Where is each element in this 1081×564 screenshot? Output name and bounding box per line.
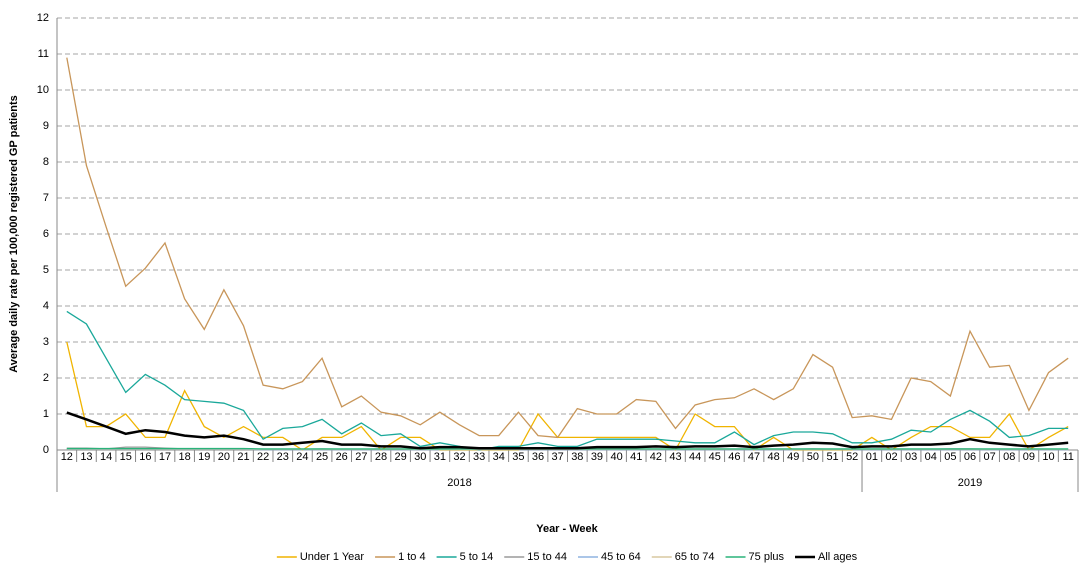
x-tick-label: 42: [650, 451, 662, 463]
x-tick-label: 02: [885, 451, 897, 463]
x-tick-label: 32: [453, 451, 465, 463]
x-tick-label: 08: [1003, 451, 1015, 463]
x-tick-label: 09: [1023, 451, 1035, 463]
y-tick-label: 4: [43, 300, 49, 312]
x-tick-label: 26: [336, 451, 348, 463]
x-tick-label: 39: [591, 451, 603, 463]
x-tick-label: 05: [944, 451, 956, 463]
series-line: [66, 341, 1069, 451]
legend-label: All ages: [818, 551, 858, 563]
legend-label: Under 1 Year: [300, 551, 365, 563]
x-tick-label: 01: [866, 451, 878, 463]
y-tick-label: 10: [37, 84, 49, 96]
y-tick-label: 6: [43, 228, 49, 240]
y-tick-label: 8: [43, 156, 49, 168]
legend-label: 45 to 64: [601, 551, 641, 563]
legend-label: 1 to 4: [398, 551, 426, 563]
x-tick-label: 10: [1042, 451, 1054, 463]
x-tick-label: 35: [512, 451, 524, 463]
x-tick-label: 49: [787, 451, 799, 463]
y-tick-label: 9: [43, 120, 49, 132]
x-tick-label: 33: [473, 451, 485, 463]
x-tick-label: 15: [120, 451, 132, 463]
x-tick-label: 19: [198, 451, 210, 463]
x-tick-label: 22: [257, 451, 269, 463]
y-tick-label: 3: [43, 336, 49, 348]
x-tick-label: 41: [630, 451, 642, 463]
series-line: [66, 411, 1069, 450]
x-tick-label: 12: [61, 451, 73, 463]
x-tick-label: 31: [434, 451, 446, 463]
y-tick-label: 0: [43, 444, 49, 456]
x-tick-label: 52: [846, 451, 858, 463]
x-tick-label: 23: [277, 451, 289, 463]
series-line: [66, 310, 1069, 451]
x-tick-label: 16: [139, 451, 151, 463]
x-tick-label: 20: [218, 451, 230, 463]
y-tick-label: 12: [37, 12, 49, 24]
x-tick-label: 51: [826, 451, 838, 463]
x-tick-label: 47: [748, 451, 760, 463]
y-axis-title: Average daily rate per 100,000 registere…: [8, 95, 20, 373]
x-axis-title: Year - Week: [536, 523, 598, 535]
x-tick-label: 40: [610, 451, 622, 463]
legend-label: 15 to 44: [527, 551, 567, 563]
x-tick-label: 03: [905, 451, 917, 463]
series-line: [66, 57, 1069, 439]
x-tick-label: 04: [925, 451, 937, 463]
legend-label: 5 to 14: [460, 551, 494, 563]
x-tick-label: 24: [296, 451, 308, 463]
y-tick-label: 7: [43, 192, 49, 204]
x-tick-label: 07: [984, 451, 996, 463]
x-tick-label: 28: [375, 451, 387, 463]
y-tick-label: 2: [43, 372, 49, 384]
x-tick-label: 48: [768, 451, 780, 463]
x-tick-label: 38: [571, 451, 583, 463]
x-tick-label: 37: [552, 451, 564, 463]
x-tick-label: 17: [159, 451, 171, 463]
x-tick-label: 18: [179, 451, 191, 463]
x-tick-label: 27: [355, 451, 367, 463]
x-tick-label: 11: [1062, 451, 1073, 463]
x-tick-label: 21: [237, 451, 249, 463]
legend-label: 65 to 74: [675, 551, 715, 563]
y-tick-label: 1: [43, 408, 49, 420]
x-tick-label: 34: [493, 451, 505, 463]
x-tick-label: 25: [316, 451, 328, 463]
x-tick-label: 36: [532, 451, 544, 463]
group-label: 2018: [447, 477, 471, 489]
x-tick-label: 46: [728, 451, 740, 463]
x-tick-label: 06: [964, 451, 976, 463]
x-tick-label: 50: [807, 451, 819, 463]
x-tick-label: 30: [414, 451, 426, 463]
x-tick-label: 29: [394, 451, 406, 463]
x-tick-label: 43: [669, 451, 681, 463]
y-tick-label: 11: [38, 48, 49, 60]
x-tick-label: 44: [689, 451, 701, 463]
x-tick-label: 13: [80, 451, 92, 463]
x-tick-label: 45: [709, 451, 721, 463]
y-tick-label: 5: [43, 264, 49, 276]
legend-label: 75 plus: [749, 551, 785, 563]
group-label: 2019: [958, 477, 982, 489]
x-tick-label: 14: [100, 451, 112, 463]
